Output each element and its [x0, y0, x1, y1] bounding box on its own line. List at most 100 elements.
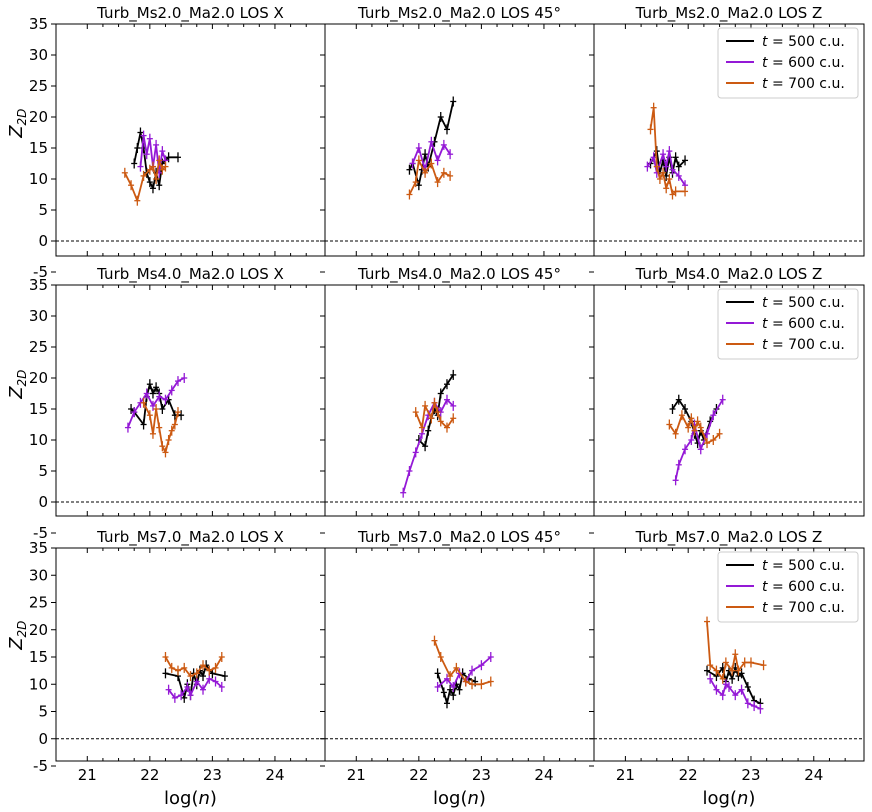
panel-r3-c3: Turb_Ms7.0_Ma2.0 LOS Z t = 500 c.u. t = 60…: [589, 528, 865, 767]
panel-r3-c3-title: Turb_Ms7.0_Ma2.0 LOS Z: [635, 528, 823, 547]
panel-r2-c1-title: Turb_Ms4.0_Ma2.0 LOS X: [96, 265, 284, 284]
panel-r1-c3-series-t-600-c-u-point: [644, 161, 651, 172]
panel-r2-c3-legend: t = 500 c.u. t = 600 c.u. t = 700 c.u.: [717, 288, 859, 360]
panel-r2-c2-series-t-600-c-u-point: [400, 487, 407, 498]
panel-r3-c1-ytick-label: 0: [38, 730, 48, 748]
panel-r3-c2-title: Turb_Ms7.0_Ma2.0 LOS 45°: [357, 528, 561, 547]
panel-r1-c1-frame: [55, 23, 326, 257]
panel-r2-c1-series-t-500-c-u: [130, 383, 182, 426]
panel-r3-c1-ytick-label: 5: [38, 703, 48, 721]
panel-r2-c1-ytick-label: -5: [33, 524, 48, 542]
panel-r3-c1-series-t-500-c-u-point: [162, 668, 169, 679]
panel-r2-c1-ytick-label: 10: [29, 431, 48, 449]
panel-r3-c2-xtick-label: 23: [472, 766, 491, 784]
panel-r2-c2-title: Turb_Ms4.0_Ma2.0 LOS 45°: [357, 265, 561, 284]
panel-r2-c2-series-t-600-c-u-point: [450, 400, 457, 411]
panel-r1-c1-series-t-700-c-u: [123, 159, 167, 202]
panel-r3-c1-ytick-label: 10: [29, 675, 48, 693]
panel-r3-c1-ytick-label: 30: [29, 566, 48, 584]
panel-r2-c3-legend-label: t = 700 c.u.: [762, 337, 845, 353]
panel-r1-c3-series-t-700-c-u-point: [663, 183, 670, 194]
panel-r1-c1-series-t-700-c-u-point: [134, 195, 141, 206]
panel-r2-c2-series-t-500-c-u-point: [443, 379, 450, 390]
panel-r3-c3-series-t-700-c-u-point: [732, 649, 739, 660]
panel-r1-c3-series-t-700-c-u: [649, 106, 685, 196]
panel-r1-c3-series-t-500-c-u-point: [682, 155, 689, 166]
panel-r1-c3-series-t-600-c-u-point: [660, 149, 667, 160]
panel-r3-c2-series-t-500-c-u-point: [447, 684, 454, 695]
panel-r1-c3-legend-label: t = 500 c.u.: [762, 34, 845, 50]
panel-r3-c1-xtick-label: 22: [140, 766, 159, 784]
panel-r3-c3-series-t-700-c-u-point: [713, 665, 720, 676]
panel-r1-c3-series-t-700-c-u-point: [682, 186, 689, 197]
panel-r2-c1-series-t-600-c-u-point: [168, 385, 175, 396]
panel-r1-c2-series-t-600-c-u-point: [428, 136, 435, 147]
panel-r1-c3: Turb_Ms2.0_Ma2.0 LOS Z t = 500 c.u. t = 60…: [589, 4, 865, 273]
panel-r3-c3-series-t-700-c-u-point: [747, 657, 754, 668]
panel-r1-c2-frame: [324, 23, 595, 257]
panel-r3-c1-series-t-600-c-u-point: [171, 692, 178, 703]
panel-r3-c3-plot-area: [594, 616, 864, 740]
panel-r3-c3-series-t-600-c-u-point: [707, 673, 714, 684]
panel-r2-c1-series-t-500-c-u-point: [146, 379, 153, 390]
panel-r3-c2-series-t-500-c-u: [436, 672, 476, 705]
panel-r3-c2-xtick-label: 24: [534, 766, 553, 784]
panel-r3-c3-xtick-label: 22: [679, 766, 698, 784]
panel-r2-c2-series-t-600-c-u-point: [412, 447, 419, 458]
panel-r3-c2-series-t-600-c-u-point: [434, 681, 441, 692]
panel-r3-c1-series-t-600-c-u-point: [178, 690, 185, 701]
panel-r1-c3-series-t-500-c-u-point: [675, 161, 682, 172]
panel-r1-c3-series-t-700-c-u-point: [660, 167, 667, 178]
panel-r2-c3-series-t-700-c-u-point: [688, 413, 695, 424]
panel-r1-c2-series-t-500-c-u-point: [437, 112, 444, 122]
panel-r3-c1-series-t-700-c-u-point: [206, 665, 213, 676]
panel-r1-c1-series-t-700-c-u-point: [128, 180, 135, 191]
panel-r1-c3-legend-label: t = 700 c.u.: [762, 76, 845, 92]
panel-r2-c2-series-t-700-c-u-point: [437, 416, 444, 427]
panel-r2-c2-series-t-500-c-u-point: [437, 388, 444, 399]
panel-r1-c2-plot-area: [325, 96, 594, 242]
panel-r1-c2-series-t-500-c-u-point: [422, 149, 429, 160]
panel-r1-c1-series-t-500-c-u-point: [146, 177, 153, 188]
panel-r3-c2-frame: [324, 547, 595, 762]
panel-r2-c3-series-t-700-c-u-point: [697, 422, 704, 433]
panel-r3-c1-xtick-label: 21: [78, 766, 97, 784]
panel-r2-c3-legend-label: t = 600 c.u.: [762, 316, 845, 332]
panel-r3-c1-series-t-700-c-u-point: [174, 665, 181, 676]
panel-r1-c1: Turb_Ms2.0_Ma2.0 LOS X: [51, 4, 326, 273]
panel-r1-c3-series-t-600-c-u-point: [666, 146, 673, 157]
panel-r1-c2-series-t-600-c-u-point: [415, 143, 422, 153]
panel-r3-c1-xtick-label: 24: [265, 766, 284, 784]
panel-r3-c3-series-t-700-c-u-point: [704, 616, 711, 627]
panel-r2-c2-series-t-700-c-u-point: [434, 407, 441, 418]
panel-r1-c2-series-t-700-c-u-point: [422, 167, 429, 178]
panel-r2-c1-series-t-500-c-u-point: [153, 382, 160, 393]
panel-r3-c1-series-t-700-c-u-point: [181, 662, 188, 673]
panel-r3-c2-series-t-600-c-u-point: [450, 681, 457, 692]
panel-r3-c1-xlabel: log(n): [164, 788, 217, 809]
panel-r1-c1-series-t-600-c-u-point: [137, 161, 144, 172]
panel-r2-c3-series-t-700-c-u-point: [678, 410, 685, 421]
panel-r1-c1-ytick-label: 30: [29, 46, 48, 64]
panel-r2-c1-series-t-600-c-u-point: [143, 388, 150, 399]
panel-r2-c3-series-t-500-c-u-point: [682, 404, 689, 414]
panel-r2-c1: Turb_Ms4.0_Ma2.0 LOS X: [51, 265, 326, 534]
panel-r3-c3-series-t-600-c-u-point: [751, 701, 758, 712]
panel-r3-c2-series-t-500-c-u-point: [443, 698, 450, 709]
panel-r2-c1-series-t-600-c-u-point: [181, 373, 188, 383]
panel-r2-c2-plot-area: [325, 369, 594, 503]
panel-r2-c2-frame: [324, 284, 595, 517]
panel-r3-c2-series-t-700-c-u-point: [437, 652, 444, 662]
panel-r3-c1-series-t-700-c-u-point: [187, 671, 194, 682]
panel-r1-c1-ytick-label: 20: [29, 108, 48, 126]
panel-r3-c2-series-t-700-c-u-point: [453, 662, 460, 673]
panel-r2-c1-ytick-label: 25: [29, 338, 48, 356]
panel-r2-c1-series-t-600-c-u-point: [174, 376, 181, 387]
panel-r3-c3-xtick-label: 24: [804, 766, 823, 784]
panel-r3-c1-series-t-500-c-u-point: [200, 671, 207, 682]
panel-r3-c3-series-t-600-c-u-point: [744, 698, 751, 709]
panel-r2-c1-series-t-700-c-u-point: [140, 397, 147, 408]
panel-r3-c3-frame: [593, 547, 865, 762]
panel-r3-c1-plot-area: [56, 652, 325, 740]
panel-r2-c3-plot-area: [594, 394, 864, 503]
